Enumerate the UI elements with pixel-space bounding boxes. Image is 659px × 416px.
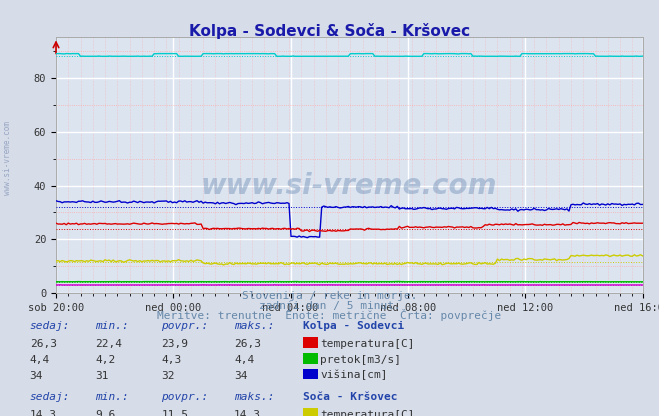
Text: zadnji dan / 5 minut.: zadnji dan / 5 minut.	[258, 301, 401, 311]
Text: povpr.:: povpr.:	[161, 392, 209, 402]
Text: 14,3: 14,3	[234, 410, 261, 416]
Text: Meritve: trenutne  Enote: metrične  Črta: povprečje: Meritve: trenutne Enote: metrične Črta: …	[158, 309, 501, 321]
Text: www.si-vreme.com: www.si-vreme.com	[201, 172, 498, 200]
Text: sedaj:: sedaj:	[30, 322, 70, 332]
Text: 32: 32	[161, 371, 175, 381]
Text: sedaj:: sedaj:	[30, 392, 70, 402]
Text: Kolpa - Sodevci: Kolpa - Sodevci	[303, 322, 405, 332]
Text: 34: 34	[30, 371, 43, 381]
Text: temperatura[C]: temperatura[C]	[320, 339, 415, 349]
Text: maks.:: maks.:	[234, 322, 274, 332]
Text: 26,3: 26,3	[234, 339, 261, 349]
Text: povpr.:: povpr.:	[161, 322, 209, 332]
Text: 4,2: 4,2	[96, 355, 116, 365]
Text: www.si-vreme.com: www.si-vreme.com	[3, 121, 13, 195]
Text: min.:: min.:	[96, 322, 129, 332]
Text: 31: 31	[96, 371, 109, 381]
Text: 4,4: 4,4	[30, 355, 50, 365]
Text: 14,3: 14,3	[30, 410, 57, 416]
Text: 4,3: 4,3	[161, 355, 182, 365]
Text: 9,6: 9,6	[96, 410, 116, 416]
Text: maks.:: maks.:	[234, 392, 274, 402]
Text: 22,4: 22,4	[96, 339, 123, 349]
Text: min.:: min.:	[96, 392, 129, 402]
Text: 26,3: 26,3	[30, 339, 57, 349]
Text: temperatura[C]: temperatura[C]	[320, 410, 415, 416]
Text: višina[cm]: višina[cm]	[320, 370, 387, 381]
Text: pretok[m3/s]: pretok[m3/s]	[320, 355, 401, 365]
Text: 11,5: 11,5	[161, 410, 188, 416]
Text: 34: 34	[234, 371, 247, 381]
Text: 23,9: 23,9	[161, 339, 188, 349]
Text: Soča - Kršovec: Soča - Kršovec	[303, 392, 397, 402]
Text: Kolpa - Sodevci & Soča - Kršovec: Kolpa - Sodevci & Soča - Kršovec	[189, 23, 470, 39]
Text: 4,4: 4,4	[234, 355, 254, 365]
Text: Slovenija / reke in morje.: Slovenija / reke in morje.	[242, 291, 417, 301]
